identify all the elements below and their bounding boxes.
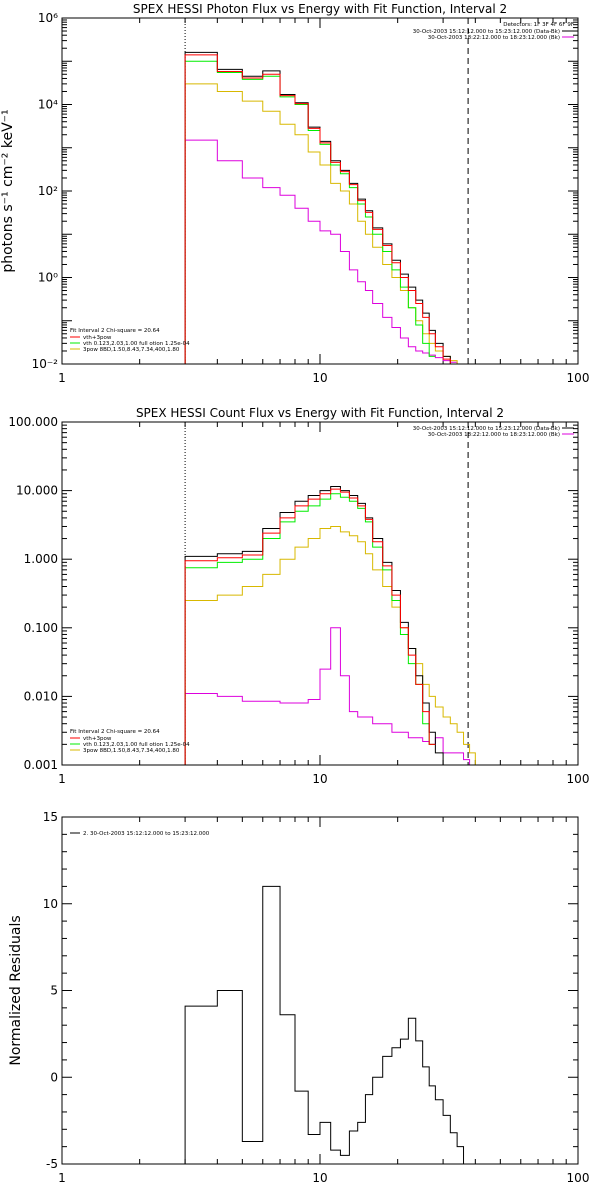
legend-entry: 30-Oct-2003 15:12:12.000 to 15:23:12.000…	[413, 426, 560, 432]
y-tick-label: 0.001	[24, 758, 58, 772]
y-axis-label: photons s⁻¹ cm⁻² keV⁻¹	[0, 109, 16, 272]
y-tick-label: 10²	[38, 184, 58, 198]
legend-entry: vth+3pow	[83, 736, 112, 742]
legend-entry: 30-Oct-2003 18:22:12.000 to 18:23:12.000…	[428, 35, 560, 41]
series-1-line	[184, 627, 476, 765]
series-1-line	[184, 139, 464, 364]
series-group	[184, 885, 470, 1164]
series-5-line	[184, 54, 458, 364]
y-tick-label: 1.000	[24, 552, 58, 566]
legend-entry: 3pow 8BD,1.50,8.43,7.34,400,1.80	[83, 748, 180, 754]
x-tick-label: 10	[312, 772, 327, 786]
y-tick-label: -5	[46, 1157, 58, 1171]
y-tick-label: 10⁶	[38, 11, 58, 25]
y-tick-label: 100.000	[8, 415, 58, 429]
y-axis-label: Normalized Residuals	[8, 915, 24, 1065]
legend-entry: vth+3pow	[83, 335, 112, 341]
legend-entry: 3pow 8BD,1.50,8.43,7.34,400,1.80	[83, 347, 180, 353]
legend-entry: 30-Oct-2003 15:12:12.000 to 15:23:12.000…	[413, 29, 560, 35]
series-1-line	[184, 885, 470, 1164]
legend-entry: vth 0.123,2.03,1.00 full otion 1.25e-04	[83, 341, 190, 347]
legend-entry: 30-Oct-2003 18:22:12.000 to 18:23:12.000…	[428, 432, 560, 438]
y-tick-label: 10	[43, 897, 58, 911]
chart-title: SPEX HESSI Count Flux vs Energy with Fit…	[136, 406, 504, 420]
x-tick-label: 1	[58, 371, 66, 385]
x-tick-label: 100	[567, 371, 590, 385]
panel-1: SPEX HESSI Photon Flux vs Energy with Fi…	[0, 2, 589, 385]
fit-legend-header: Fit Interval 2 Chi-square = 20.64	[70, 328, 160, 334]
y-tick-label: 10⁻²	[32, 357, 59, 371]
plot-frame	[61, 816, 579, 1165]
plot-frame	[61, 17, 579, 365]
x-tick-label: 10	[312, 1171, 327, 1185]
y-tick-label: 0	[50, 1070, 58, 1084]
y-tick-label: 0.010	[24, 689, 58, 703]
fit-legend-header: Fit Interval 2 Chi-square = 20.64	[70, 729, 160, 735]
x-tick-label: 100	[567, 1171, 590, 1185]
series-group	[184, 485, 489, 765]
series-group	[184, 51, 476, 364]
x-tick-label: 100	[567, 772, 590, 786]
x-tick-label: 10	[312, 371, 327, 385]
chart-title: SPEX HESSI Photon Flux vs Energy with Fi…	[133, 2, 507, 16]
y-tick-label: 15	[43, 810, 58, 824]
x-tick-label: 1	[58, 772, 66, 786]
series-5-line	[184, 488, 436, 765]
y-tick-label: 10.000	[16, 484, 58, 498]
y-tick-label: 0.100	[24, 621, 58, 635]
legend-entry: vth 0.123,2.03,1.00 full otion 1.25e-04	[83, 742, 190, 748]
plot-frame	[61, 421, 579, 766]
panel-2: SPEX HESSI Count Flux vs Energy with Fit…	[8, 406, 589, 786]
panel-3: 1 10 100 -5 0 5 10 15 Normalized Residuals 2. 30-…	[8, 810, 589, 1185]
y-tick-label: 10⁰	[38, 271, 58, 285]
y-tick-label: 10⁴	[38, 98, 58, 112]
detector-legend: Detectors: 1F 3F 4F 6F 9F	[503, 22, 574, 28]
x-tick-label: 1	[58, 1171, 66, 1185]
series-2-line	[184, 525, 489, 765]
series-4-line	[184, 51, 458, 364]
y-tick-label: 5	[50, 984, 58, 998]
legend-entry: 2. 30-Oct-2003 15:12:12.000 to 15:23:12.…	[83, 831, 210, 837]
